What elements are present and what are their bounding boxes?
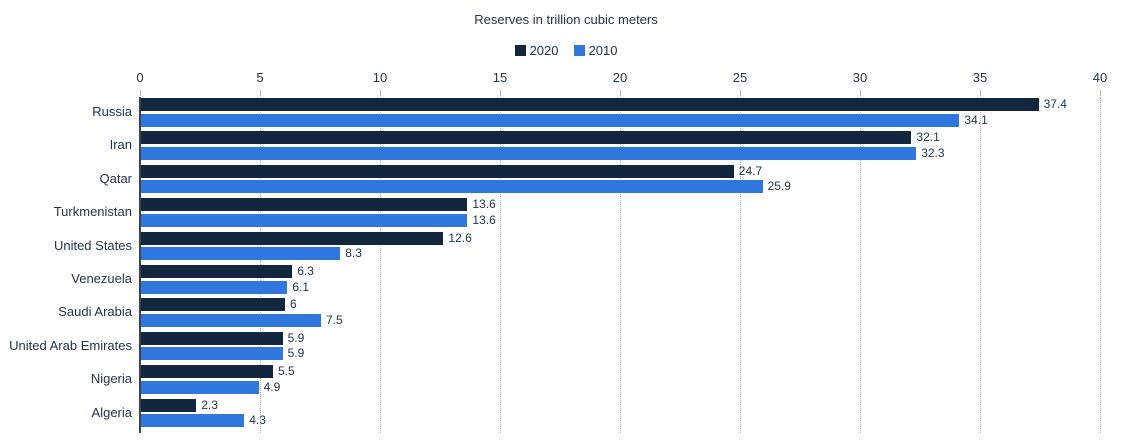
value-label-qatar-2010: 25.9: [767, 179, 791, 194]
value-label-qatar-2020: 24.7: [738, 163, 763, 178]
bar-qatar-2020: [141, 164, 734, 178]
value-label-algeria-2020: 2.3: [201, 397, 218, 412]
bar-algeria-2010: [141, 414, 245, 428]
bar-turkmenistan-2010: [141, 213, 468, 227]
x-tick-label-35: 35: [972, 70, 988, 85]
bar-venezuela-2020: [141, 265, 293, 278]
bar-russia-2010: [141, 113, 960, 127]
value-label-united-states-2010: 8.3: [345, 246, 362, 261]
x-tick-mark-5: [260, 90, 261, 96]
gridline-35: [980, 97, 981, 433]
x-tick-label-10: 10: [372, 70, 388, 85]
value-label-russia-2010: 34.1: [964, 112, 988, 127]
x-tick-label-0: 0: [136, 70, 144, 85]
category-label-turkmenistan: Turkmenistan: [53, 204, 132, 220]
legend-item-2010: 2010: [573, 43, 618, 58]
category-label-venezuela: Venezuela: [71, 271, 132, 286]
bar-russia-2020: [141, 98, 1039, 111]
x-tick-label-5: 5: [256, 70, 264, 85]
x-tick-label-15: 15: [492, 70, 508, 85]
value-label-russia-2020: 37.4: [1043, 97, 1067, 111]
value-label-nigeria-2010: 4.9: [263, 379, 281, 394]
value-label-united-states-2020: 12.6: [448, 230, 472, 245]
value-label-saudi-arabia-2020: 6: [290, 297, 297, 312]
bar-nigeria-2010: [141, 380, 259, 394]
bar-qatar-2010: [141, 180, 763, 194]
gridline-40: [1100, 97, 1101, 433]
value-label-venezuela-2010: 6.1: [292, 279, 310, 294]
category-label-saudi-arabia: Saudi Arabia: [58, 304, 132, 320]
bar-united-states-2020: [141, 231, 444, 245]
value-label-turkmenistan-2020: 13.6: [472, 197, 496, 212]
category-label-nigeria: Nigeria: [90, 371, 132, 387]
legend-label-2020: 2020: [529, 43, 559, 58]
bar-turkmenistan-2020: [141, 198, 468, 212]
value-label-turkmenistan-2010: 13.6: [472, 212, 496, 227]
category-axis: Russia Iran Qatar Turkmenistan United States…: [0, 97, 132, 433]
x-tick-mark-30: [860, 90, 861, 96]
bar-saudi-arabia-2010: [141, 313, 321, 327]
value-label-nigeria-2020: 5.5: [278, 364, 295, 379]
bar-algeria-2020: [141, 398, 197, 412]
x-tick-label-40: 40: [1092, 70, 1108, 85]
plot-area: 37.4 34.1 32.1 32.3 24.7 25.9 13.6 13.6 12.6 8.3 6…: [139, 97, 1101, 433]
chart-title: Reserves in trillion cubic meters: [474, 12, 658, 27]
value-label-algeria-2010: 4.3: [249, 413, 266, 428]
value-label-iran-2020: 32.1: [916, 130, 940, 145]
bar-iran-2020: [141, 131, 912, 145]
category-label-qatar: Qatar: [99, 170, 132, 186]
x-tick-mark-20: [620, 90, 621, 96]
y-axis-line: [139, 97, 141, 433]
bar-venezuela-2010: [141, 280, 288, 294]
category-label-united-arab-emirates: United Arab Emirates: [9, 337, 132, 353]
gridline-25: [740, 97, 741, 433]
value-label-united-arab-emirates-2020: 5.9: [287, 330, 305, 345]
category-label-iran: Iran: [109, 137, 132, 153]
legend-item-2020: 2020: [514, 43, 559, 58]
bar-iran-2010: [141, 146, 917, 160]
bar-united-arab-emirates-2010: [141, 347, 283, 361]
x-tick-mark-10: [380, 90, 381, 96]
legend-label-2010: 2010: [588, 43, 618, 58]
bar-united-arab-emirates-2020: [141, 331, 283, 345]
gridline-15: [500, 97, 501, 433]
x-tick-mark-25: [740, 90, 741, 96]
x-tick-mark-35: [980, 90, 981, 96]
chart-legend: 2020 2010: [0, 43, 1132, 58]
gridline-10: [380, 97, 381, 433]
x-tick-mark-15: [500, 90, 501, 96]
value-label-saudi-arabia-2010: 7.5: [326, 312, 343, 327]
value-label-united-arab-emirates-2010: 5.9: [287, 346, 305, 361]
x-tick-label-30: 30: [852, 70, 868, 85]
category-label-united-states: United States: [53, 237, 132, 253]
category-label-algeria: Algeria: [91, 404, 132, 420]
bar-saudi-arabia-2020: [141, 298, 285, 312]
x-tick-mark-40: [1100, 90, 1101, 96]
x-tick-mark-0: [140, 90, 141, 96]
legend-marker-2020-icon: [514, 45, 526, 56]
x-tick-label-25: 25: [732, 70, 748, 85]
value-label-venezuela-2020: 6.3: [297, 264, 314, 278]
gridline-30: [860, 97, 861, 433]
legend-marker-2010-icon: [573, 45, 585, 56]
value-label-iran-2010: 32.3: [921, 145, 945, 160]
bar-nigeria-2020: [141, 365, 273, 379]
x-tick-label-20: 20: [612, 70, 628, 85]
bar-united-states-2010: [141, 247, 341, 261]
gridline-20: [620, 97, 621, 433]
category-label-russia: Russia: [92, 104, 132, 119]
